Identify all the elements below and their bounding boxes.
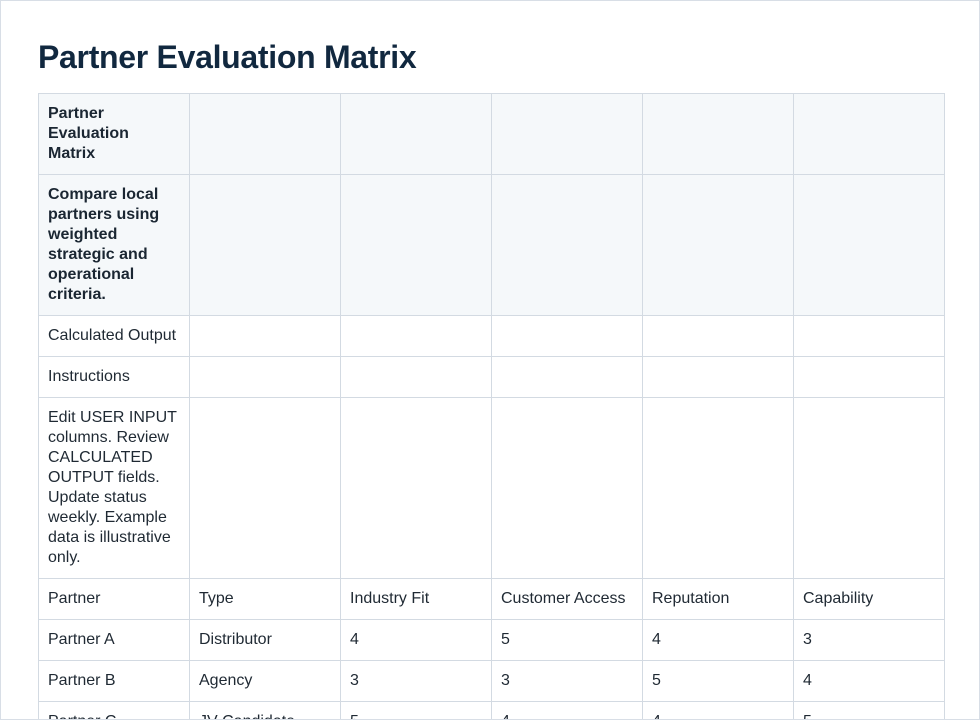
table-cell[interactable]: Compare local partners using weighted st…	[38, 174, 190, 316]
table-cell[interactable]: 3	[491, 660, 643, 702]
column-header-reputation[interactable]: Reputation	[642, 578, 794, 620]
page-title: Partner Evaluation Matrix	[38, 39, 417, 75]
table-cell[interactable]	[189, 356, 341, 398]
table-cell[interactable]: 5	[642, 660, 794, 702]
partner-evaluation-table: Partner Evaluation Matrix Compare local …	[38, 93, 945, 719]
table-cell[interactable]	[793, 174, 945, 316]
table-cell[interactable]	[793, 356, 945, 398]
table-cell[interactable]: Partner B	[38, 660, 190, 702]
table-cell[interactable]: Partner A	[38, 619, 190, 661]
table-cell[interactable]	[340, 315, 492, 357]
table-cell[interactable]	[642, 315, 794, 357]
table-row: Partner C JV Candidate 5 4 4 5	[38, 701, 945, 719]
table-cell[interactable]	[189, 397, 341, 579]
table-cell[interactable]: 3	[340, 660, 492, 702]
column-header-row: Partner Type Industry Fit Customer Acces…	[38, 578, 945, 620]
table-cell[interactable]	[340, 397, 492, 579]
table-cell[interactable]	[642, 397, 794, 579]
column-header-industry-fit[interactable]: Industry Fit	[340, 578, 492, 620]
table-cell[interactable]	[491, 315, 643, 357]
table-cell[interactable]	[642, 174, 794, 316]
table-cell[interactable]	[793, 93, 945, 175]
table-cell[interactable]	[491, 356, 643, 398]
table-cell[interactable]: Agency	[189, 660, 341, 702]
info-row-instructions-heading: Instructions	[38, 356, 945, 398]
table-cell[interactable]	[491, 174, 643, 316]
table-cell[interactable]: 5	[491, 619, 643, 661]
table-cell[interactable]: 4	[340, 619, 492, 661]
table-cell[interactable]: Partner Evaluation Matrix	[38, 93, 190, 175]
table-cell[interactable]	[793, 397, 945, 579]
table-cell[interactable]: 5	[793, 701, 945, 719]
info-row-calculated-output: Calculated Output	[38, 315, 945, 357]
table-cell[interactable]	[642, 356, 794, 398]
column-header-customer-access[interactable]: Customer Access	[491, 578, 643, 620]
table-cell[interactable]	[340, 93, 492, 175]
table-cell[interactable]: Calculated Output	[38, 315, 190, 357]
table-cell[interactable]: Partner C	[38, 701, 190, 719]
banner-row-description: Compare local partners using weighted st…	[38, 174, 945, 316]
table-cell[interactable]	[793, 315, 945, 357]
table-row: Partner A Distributor 4 5 4 3	[38, 619, 945, 661]
table-cell[interactable]	[189, 315, 341, 357]
column-header-partner[interactable]: Partner	[38, 578, 190, 620]
table-cell[interactable]: 3	[793, 619, 945, 661]
table-cell[interactable]	[189, 174, 341, 316]
table-cell[interactable]: 4	[642, 619, 794, 661]
table-cell[interactable]: 4	[793, 660, 945, 702]
table-cell[interactable]: Instructions	[38, 356, 190, 398]
table-cell[interactable]	[491, 397, 643, 579]
column-header-capability[interactable]: Capability	[793, 578, 945, 620]
table-cell[interactable]: 4	[642, 701, 794, 719]
info-row-instructions-text: Edit USER INPUT columns. Review CALCULAT…	[38, 397, 945, 579]
table-body: Partner Evaluation Matrix Compare local …	[38, 93, 945, 719]
table-cell[interactable]	[642, 93, 794, 175]
table-cell[interactable]: Edit USER INPUT columns. Review CALCULAT…	[38, 397, 190, 579]
table-cell[interactable]	[491, 93, 643, 175]
table-cell[interactable]: JV Candidate	[189, 701, 341, 719]
table-cell[interactable]	[340, 174, 492, 316]
table-cell[interactable]: 5	[340, 701, 492, 719]
table-row: Partner B Agency 3 3 5 4	[38, 660, 945, 702]
table-cell[interactable]	[189, 93, 341, 175]
banner-row-title: Partner Evaluation Matrix	[38, 93, 945, 175]
table-cell[interactable]: 4	[491, 701, 643, 719]
table-cell[interactable]	[340, 356, 492, 398]
table-cell[interactable]: Distributor	[189, 619, 341, 661]
column-header-type[interactable]: Type	[189, 578, 341, 620]
